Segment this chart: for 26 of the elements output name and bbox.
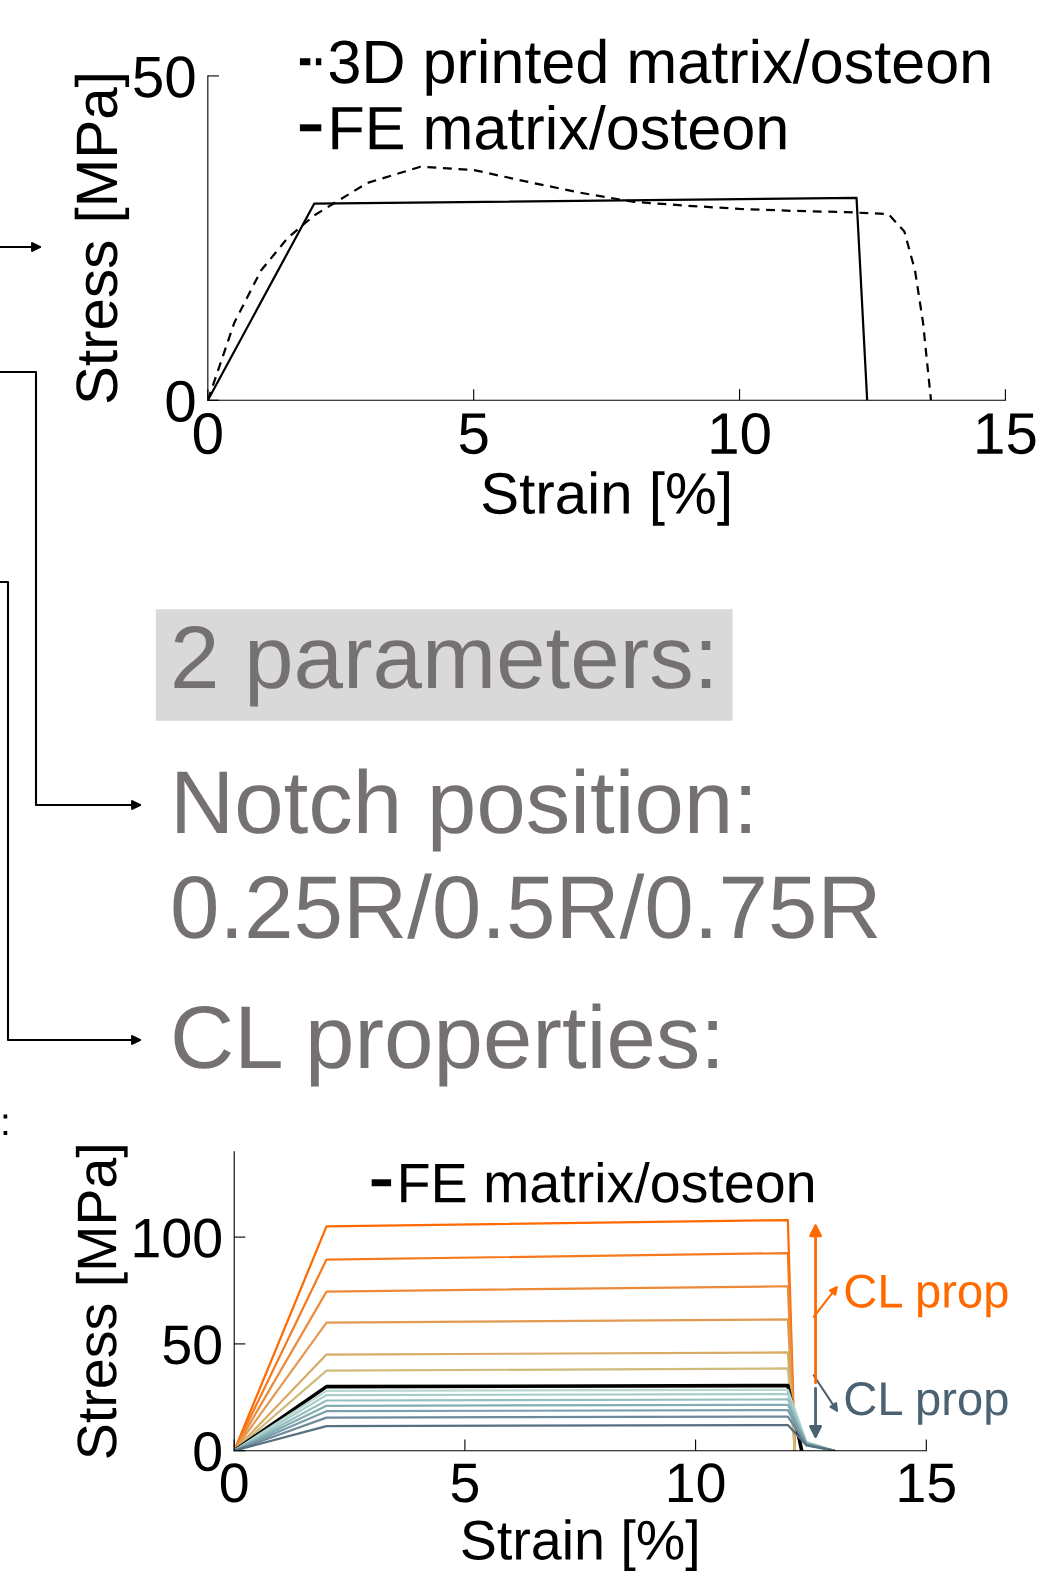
x-tick-label: 10 — [668, 1463, 725, 1503]
x-axis-title: Strain [%] — [462, 1519, 697, 1571]
text: 0.25R/0.5R/0.75R — [173, 873, 878, 939]
y-axis-title: Stress [MPa] — [74, 75, 130, 403]
y-tick-label: 0 — [194, 1432, 221, 1472]
text: 2 parameters: — [174, 625, 711, 707]
legend-label: 3D printed matrix/osteon — [329, 38, 990, 96]
annotation: CL prop — [845, 1274, 1008, 1318]
annotation: CL prop — [845, 1382, 1008, 1425]
y-tick-label: 100 — [134, 1218, 221, 1258]
x-tick-label: 15 — [977, 413, 1036, 455]
legend-label: FE matrix/osteon — [332, 104, 786, 150]
x-tick-label: 5 — [459, 413, 488, 455]
y-tick-label: 50 — [163, 1325, 221, 1365]
y-tick-label: 50 — [134, 56, 195, 98]
x-tick-label: 5 — [451, 1463, 479, 1503]
y-tick-label: 0 — [166, 380, 195, 422]
x-axis-title: Strain [%] — [482, 471, 729, 526]
text: CL properties: — [174, 1003, 717, 1087]
y-axis-title: Stress [MPa] — [75, 1146, 128, 1458]
x-tick-label: 10 — [711, 412, 770, 455]
x-tick-label: 15 — [899, 1463, 955, 1503]
x-tick-label: 0 — [220, 1463, 248, 1503]
legend-label: FE matrix/osteon — [401, 1161, 813, 1203]
text: : — [3, 1114, 8, 1136]
text: Notch position: — [177, 768, 750, 852]
